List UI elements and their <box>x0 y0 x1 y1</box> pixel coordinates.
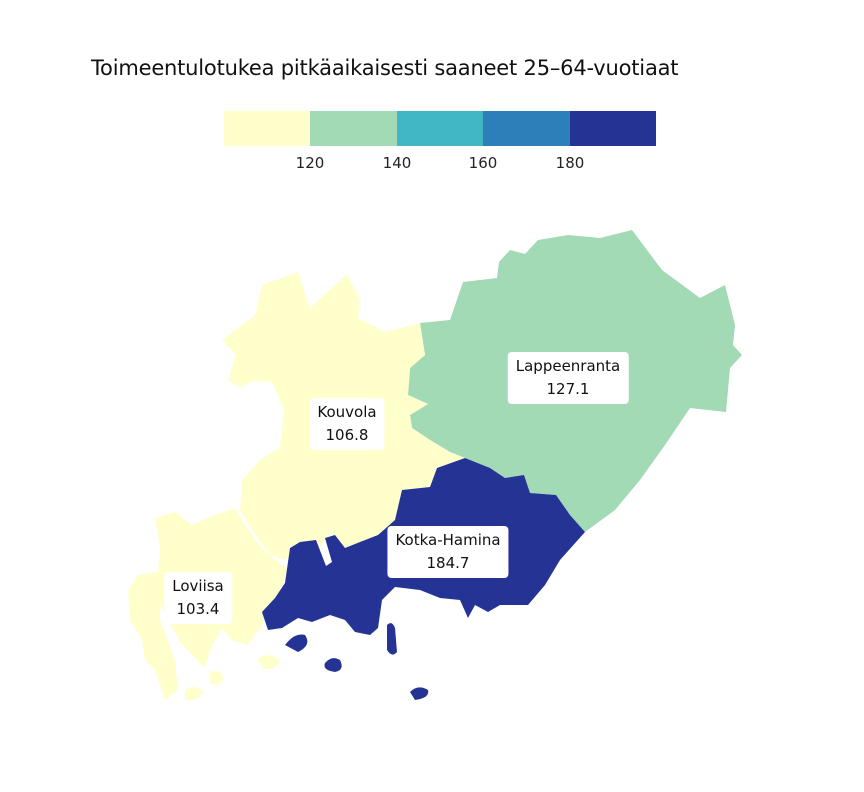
legend-swatch-4 <box>483 111 570 146</box>
region-value: 106.8 <box>325 426 369 444</box>
region-name: Lappeenranta <box>515 357 621 375</box>
legend-tick: 160 <box>468 154 498 172</box>
region-label-kouvola: Kouvola 106.8 <box>309 398 385 450</box>
region-value: 103.4 <box>176 600 220 618</box>
region-label-lappeenranta: Lappeenranta 127.1 <box>507 352 629 404</box>
region-name: Kotka-Hamina <box>395 531 501 549</box>
color-legend <box>224 111 657 146</box>
island <box>285 634 308 652</box>
island <box>324 658 342 672</box>
legend-tick: 140 <box>382 154 412 172</box>
island <box>387 623 397 655</box>
region-name: Loviisa <box>172 577 224 595</box>
map-title: Toimeentulotukea pitkäaikaisesti saaneet… <box>91 56 679 80</box>
legend-tick: 180 <box>555 154 585 172</box>
region-value: 184.7 <box>426 554 470 572</box>
island <box>410 687 429 700</box>
legend-swatch-3 <box>396 111 484 146</box>
legend-swatch-1 <box>224 111 311 146</box>
region-label-loviisa: Loviisa 103.4 <box>164 572 232 624</box>
island <box>185 686 203 701</box>
island <box>210 670 224 685</box>
legend-swatch-2 <box>310 111 397 146</box>
island <box>258 655 280 669</box>
legend-tick: 120 <box>295 154 325 172</box>
region-label-kotka-hamina: Kotka-Hamina 184.7 <box>387 526 509 578</box>
region-name: Kouvola <box>317 403 377 421</box>
region-value: 127.1 <box>546 380 590 398</box>
legend-ticks: 120 140 160 180 <box>0 154 864 178</box>
legend-swatch-5 <box>569 111 657 146</box>
